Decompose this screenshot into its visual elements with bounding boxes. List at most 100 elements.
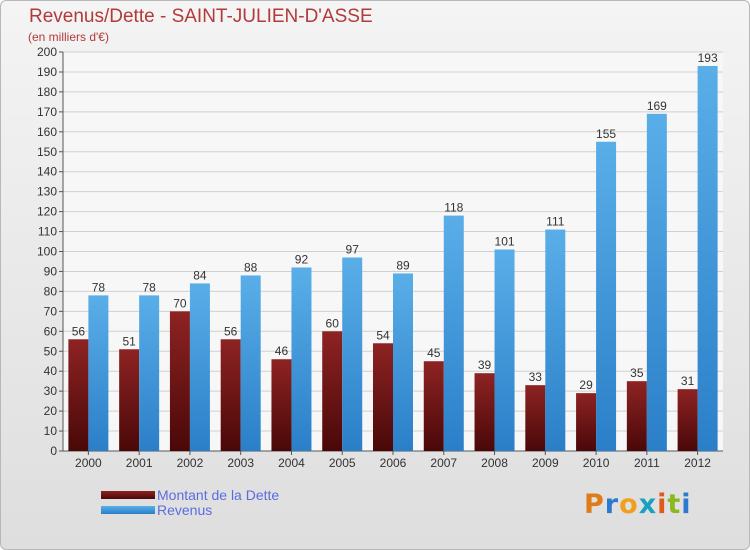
data-label-dette: 70: [173, 296, 187, 310]
data-label-dette: 54: [376, 328, 390, 342]
y-tick-label: 20: [44, 404, 58, 418]
data-label-revenus: 111: [546, 215, 565, 229]
y-tick-label: 110: [38, 225, 57, 239]
y-tick-label: 30: [44, 384, 58, 398]
chart-legend: Montant de la Dette Revenus: [101, 486, 280, 518]
x-tick-label: 2010: [583, 456, 610, 470]
x-tick-label: 2002: [177, 456, 204, 470]
x-tick-label: 2003: [227, 456, 254, 470]
proxiti-logo: Proxiti: [584, 489, 692, 520]
bar-revenus: [342, 257, 363, 451]
bar-dette: [169, 311, 190, 451]
bar-dette: [576, 393, 597, 451]
bar-dette: [322, 331, 343, 451]
logo-letter: x: [638, 489, 658, 520]
logo-letter: i: [657, 489, 668, 520]
bar-revenus: [646, 113, 667, 451]
chart-subtitle: (en milliers d'€): [28, 30, 109, 44]
bar-dette: [220, 339, 241, 451]
y-tick-label: 150: [37, 145, 57, 159]
bar-revenus: [494, 249, 515, 451]
data-label-dette: 29: [579, 378, 593, 392]
bar-revenus: [545, 229, 566, 451]
data-label-revenus: 169: [647, 99, 667, 113]
data-label-revenus: 155: [596, 127, 616, 141]
bar-dette: [626, 381, 647, 451]
y-tick-label: 140: [37, 165, 57, 179]
y-tick-label: 50: [44, 344, 58, 358]
x-tick-label: 2009: [532, 456, 559, 470]
bar-revenus: [443, 215, 464, 451]
data-label-revenus: 193: [698, 51, 718, 65]
bar-dette: [677, 389, 698, 451]
data-label-revenus: 89: [396, 258, 410, 272]
bar-revenus: [697, 65, 718, 451]
legend-label-revenus: Revenus: [157, 501, 213, 518]
bar-dette: [474, 373, 495, 451]
bar-dette: [68, 339, 89, 451]
bar-dette: [423, 361, 444, 451]
logo-letter: P: [584, 489, 605, 520]
bar-revenus: [240, 275, 261, 451]
legend-item-revenus: Revenus: [101, 501, 279, 518]
data-label-revenus: 78: [142, 280, 156, 294]
y-tick-label: 60: [44, 324, 58, 338]
data-label-dette: 46: [275, 344, 289, 358]
data-label-dette: 56: [72, 324, 86, 338]
legend-swatch-debt: [101, 490, 155, 499]
logo-letter: r: [604, 489, 620, 520]
y-tick-label: 100: [37, 245, 57, 259]
data-label-dette: 51: [122, 334, 136, 348]
logo-letter: i: [681, 489, 692, 520]
data-label-dette: 33: [529, 370, 543, 384]
y-tick-label: 190: [37, 65, 57, 79]
x-tick-label: 2008: [481, 456, 508, 470]
y-tick-label: 130: [37, 185, 57, 199]
data-label-revenus: 101: [495, 235, 515, 249]
legend-label-debt: Montant de la Dette: [157, 486, 280, 503]
y-tick-label: 170: [37, 105, 57, 119]
data-label-revenus: 97: [346, 242, 360, 256]
y-tick-label: 200: [37, 45, 57, 59]
x-tick-label: 2012: [684, 456, 711, 470]
data-label-revenus: 92: [295, 252, 309, 266]
chart-title: Revenus/Dette - SAINT-JULIEN-D'ASSE: [29, 6, 373, 27]
legend-swatch-revenus: [101, 505, 155, 514]
y-tick-label: 80: [44, 284, 58, 298]
bar-dette: [119, 349, 140, 451]
data-label-dette: 35: [630, 366, 644, 380]
data-label-revenus: 118: [444, 201, 463, 215]
data-label-dette: 45: [427, 346, 441, 360]
y-tick-label: 120: [37, 205, 57, 219]
bar-revenus: [291, 267, 312, 451]
y-tick-label: 90: [44, 264, 58, 278]
bar-revenus: [88, 295, 109, 451]
data-label-revenus: 84: [193, 268, 207, 282]
data-label-dette: 56: [224, 324, 238, 338]
x-tick-label: 2007: [430, 456, 457, 470]
data-label-dette: 31: [681, 374, 695, 388]
bar-dette: [373, 343, 393, 451]
y-tick-label: 40: [44, 364, 58, 378]
bar-dette: [525, 385, 546, 451]
x-tick-label: 2006: [380, 456, 407, 470]
data-label-revenus: 88: [244, 260, 258, 274]
data-label-revenus: 78: [92, 280, 106, 294]
x-tick-label: 2001: [126, 456, 153, 470]
bar-revenus: [393, 273, 413, 451]
y-tick-label: 160: [37, 125, 57, 139]
bar-revenus: [189, 283, 210, 451]
y-tick-label: 70: [44, 304, 58, 318]
x-tick-label: 2005: [329, 456, 356, 470]
legend-item-debt: Montant de la Dette: [101, 486, 280, 503]
y-tick-label: 0: [50, 444, 57, 458]
x-tick-label: 2011: [634, 456, 660, 470]
x-tick-label: 2000: [75, 456, 102, 470]
bar-dette: [271, 359, 292, 451]
bar-revenus: [596, 141, 617, 451]
y-tick-label: 10: [44, 424, 58, 438]
bar-revenus: [139, 295, 160, 451]
data-label-dette: 39: [478, 358, 492, 372]
